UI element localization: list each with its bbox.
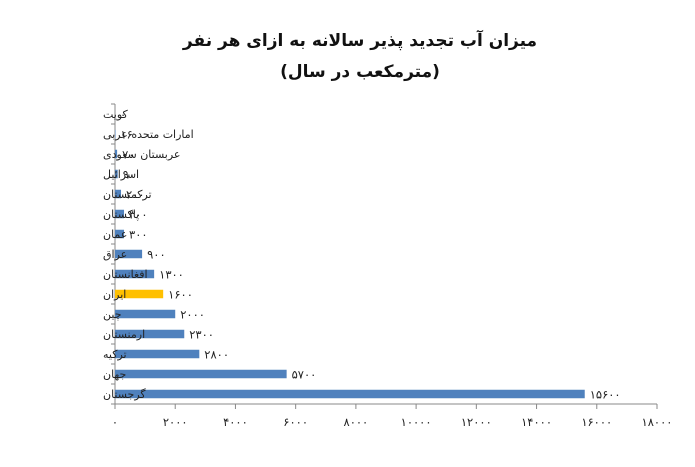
x-tick-label: ۱۶۰۰۰	[581, 415, 612, 429]
category-label: ایران	[103, 288, 126, 301]
category-label: کویت	[103, 108, 129, 121]
data-label: ۳۰۰	[129, 208, 148, 222]
category-label: گرجستان	[103, 388, 146, 401]
bar	[115, 349, 200, 359]
category-label: عراق	[103, 248, 127, 261]
data-label: ۱۶۰۰	[168, 288, 193, 302]
category-label: عمان	[103, 228, 127, 241]
data-label: ۳۰۰	[129, 228, 148, 242]
data-label: ۰	[120, 108, 126, 122]
category-label: ارمنستان	[103, 328, 145, 341]
category-label: ترکیه	[103, 348, 127, 361]
bar	[115, 149, 118, 159]
bar	[115, 229, 125, 239]
category-label: پاکستان	[103, 208, 139, 221]
category-label: افغانستان	[103, 268, 148, 281]
data-label: ۹۰۰	[147, 248, 166, 262]
category-label: جهان	[103, 368, 126, 381]
data-label: ۷۰	[122, 148, 134, 162]
x-tick-label: ۶۰۰۰	[283, 415, 308, 429]
x-tick-label: ۱۰۰۰۰	[401, 415, 432, 429]
x-tick-label: ۱۲۰۰۰	[461, 415, 492, 429]
data-label: ۹۰	[123, 168, 135, 182]
x-tick-label: ۰	[112, 415, 118, 429]
x-tick-label: ۲۰۰۰	[163, 415, 188, 429]
data-label: ۲۸۰۰	[204, 348, 229, 362]
data-label: ۱۶	[120, 128, 132, 142]
x-tick-label: ۱۸۰۰۰	[642, 415, 673, 429]
bar	[115, 189, 122, 199]
category-label: ترکمنستان	[103, 188, 152, 201]
bar	[115, 269, 155, 279]
data-label: ۵۷۰۰	[292, 368, 317, 382]
data-label: ۲۰۰۰	[180, 308, 205, 322]
bar	[115, 329, 185, 339]
bar	[115, 169, 118, 179]
bar	[115, 369, 287, 379]
category-label: اسرائیل	[103, 168, 139, 181]
category-label: امارات متحده عربی	[103, 128, 194, 141]
x-tick-label: ۸۰۰۰	[344, 415, 369, 429]
category-label: چین	[103, 308, 122, 321]
data-label: ۲۳۰۰	[189, 328, 214, 342]
x-tick-label: ۴۰۰۰	[223, 415, 248, 429]
data-label: ۲۰۰	[126, 188, 145, 202]
category-label: عربستان سعودی	[103, 148, 180, 161]
bar	[115, 309, 176, 319]
bar	[115, 249, 143, 259]
data-label: ۱۳۰۰	[159, 268, 184, 282]
x-tick-label: ۱۴۰۰۰	[521, 415, 552, 429]
bar	[115, 389, 585, 399]
data-label: ۱۵۶۰۰	[590, 388, 621, 402]
chart-title: میزان آب تجدید پذیر سالانه به ازای هر نف…	[182, 31, 538, 51]
bar	[115, 289, 164, 299]
chart-subtitle: (مترمکعب در سال)	[280, 62, 440, 82]
bar	[115, 209, 125, 219]
